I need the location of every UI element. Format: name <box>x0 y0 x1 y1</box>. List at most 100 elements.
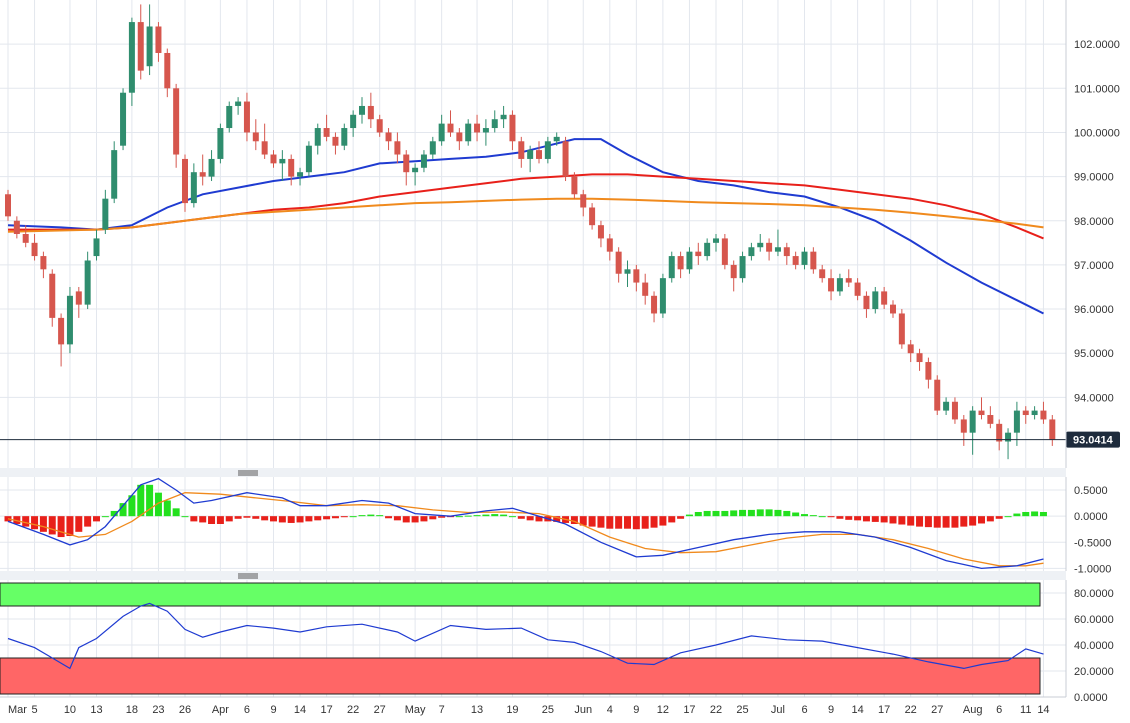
time-axis-ticks: Mar 5 10 13 18 23 26 Apr 6 9 14 17 22 27 May 7 13 19 25 Jun… <box>8 704 1050 716</box>
candle-body <box>1031 410 1038 416</box>
candle <box>359 97 365 124</box>
candle-body <box>810 251 817 270</box>
macd-hist-bar <box>22 516 30 527</box>
candle-body <box>916 353 923 363</box>
candle <box>491 110 498 133</box>
candle-body <box>420 154 427 168</box>
candle-body <box>456 132 463 142</box>
macd-hist-bar <box>606 516 614 529</box>
macd-hist-bar <box>500 514 508 517</box>
candle <box>730 260 737 292</box>
candle <box>235 97 242 115</box>
candle-body <box>429 141 436 155</box>
candle <box>518 136 525 168</box>
candle <box>854 278 861 301</box>
candle-body <box>774 247 781 252</box>
candle <box>668 251 675 283</box>
panel-resize-handle-1[interactable] <box>238 470 258 476</box>
macd-hist-bar <box>986 516 994 522</box>
candle <box>969 406 976 455</box>
macd-hist-bar <box>181 516 189 518</box>
candle-body <box>1049 419 1056 440</box>
macd-hist-bar <box>393 516 401 521</box>
candle <box>562 136 569 182</box>
macd-hist-bar <box>747 509 755 517</box>
candle-body <box>704 242 711 257</box>
candle-body <box>1013 410 1020 433</box>
candle-body <box>49 273 56 318</box>
price-tick-label: 95.0000 <box>1074 348 1114 360</box>
macd-tick-label: 0.5000 <box>1074 485 1108 497</box>
candle <box>907 339 914 363</box>
candle <box>137 4 144 80</box>
candle <box>111 141 118 204</box>
time-tick-label: 4 <box>607 704 613 716</box>
candle <box>314 123 321 155</box>
time-tick-label: 12 <box>657 704 669 716</box>
candle <box>828 269 835 301</box>
candle-body <box>615 251 622 274</box>
candle <box>615 247 622 283</box>
candle-body <box>960 419 967 433</box>
candle-body <box>907 344 914 354</box>
panel-resize-handle-2[interactable] <box>238 573 258 579</box>
macd-panel: 0.5000 0.0000 -0.5000 -1.0000 <box>0 477 1111 575</box>
candle-body <box>721 238 728 265</box>
candle <box>447 110 454 137</box>
candle <box>766 238 773 261</box>
candle <box>84 251 91 310</box>
candle <box>704 238 711 261</box>
macd-hist-bar <box>48 516 56 535</box>
time-tick-label: May <box>405 704 426 716</box>
macd-hist-bar <box>110 510 118 517</box>
macd-hist-bar <box>84 516 92 527</box>
candle-body <box>137 22 144 71</box>
macd-hist-bar <box>39 516 47 532</box>
candle-body <box>93 238 100 257</box>
macd-hist-bar <box>473 515 481 517</box>
time-tick-label: 23 <box>152 704 164 716</box>
candle <box>465 119 472 146</box>
macd-hist-bar <box>349 516 357 518</box>
candle <box>1031 406 1038 420</box>
candle-body <box>580 194 587 208</box>
candle-body <box>1040 410 1047 420</box>
macd-hist-bar <box>553 516 561 522</box>
candle <box>199 154 206 186</box>
macd-hist-bar <box>278 516 286 523</box>
candle-body <box>695 251 702 257</box>
candle-body <box>1005 432 1012 442</box>
candle-body <box>297 172 304 177</box>
macd-hist-bar <box>827 516 835 518</box>
macd-hist-bar <box>756 509 764 517</box>
candle <box>589 203 596 230</box>
macd-hist-bar <box>739 509 747 517</box>
time-tick-label: Aug <box>963 704 983 716</box>
candle <box>385 128 392 151</box>
candle <box>571 172 578 199</box>
macd-hist-bar <box>402 516 410 523</box>
time-tick-label: 27 <box>931 704 943 716</box>
signal-line <box>7 492 1044 567</box>
macd-hist-bar <box>862 516 870 522</box>
time-tick-label: 10 <box>64 704 76 716</box>
candle <box>934 375 941 416</box>
macd-hist-bar <box>146 484 154 517</box>
macd-hist-bar <box>730 510 738 517</box>
candle-body <box>385 132 392 142</box>
candle-body <box>111 150 118 199</box>
candle <box>22 225 29 248</box>
rsi-path <box>7 602 1044 670</box>
macd-hist-bar <box>270 516 277 522</box>
candle-body <box>13 220 20 234</box>
rsi-tick-label: 40.0000 <box>1074 640 1114 652</box>
time-tick-label: 22 <box>905 704 917 716</box>
time-tick-label: 22 <box>710 704 722 716</box>
candle-body <box>898 313 905 345</box>
time-tick-label: 22 <box>347 704 359 716</box>
candle-body <box>22 234 29 243</box>
time-tick-label: 9 <box>828 704 834 716</box>
candle-body <box>783 247 790 257</box>
candle-body <box>553 136 560 142</box>
candle <box>13 216 20 239</box>
